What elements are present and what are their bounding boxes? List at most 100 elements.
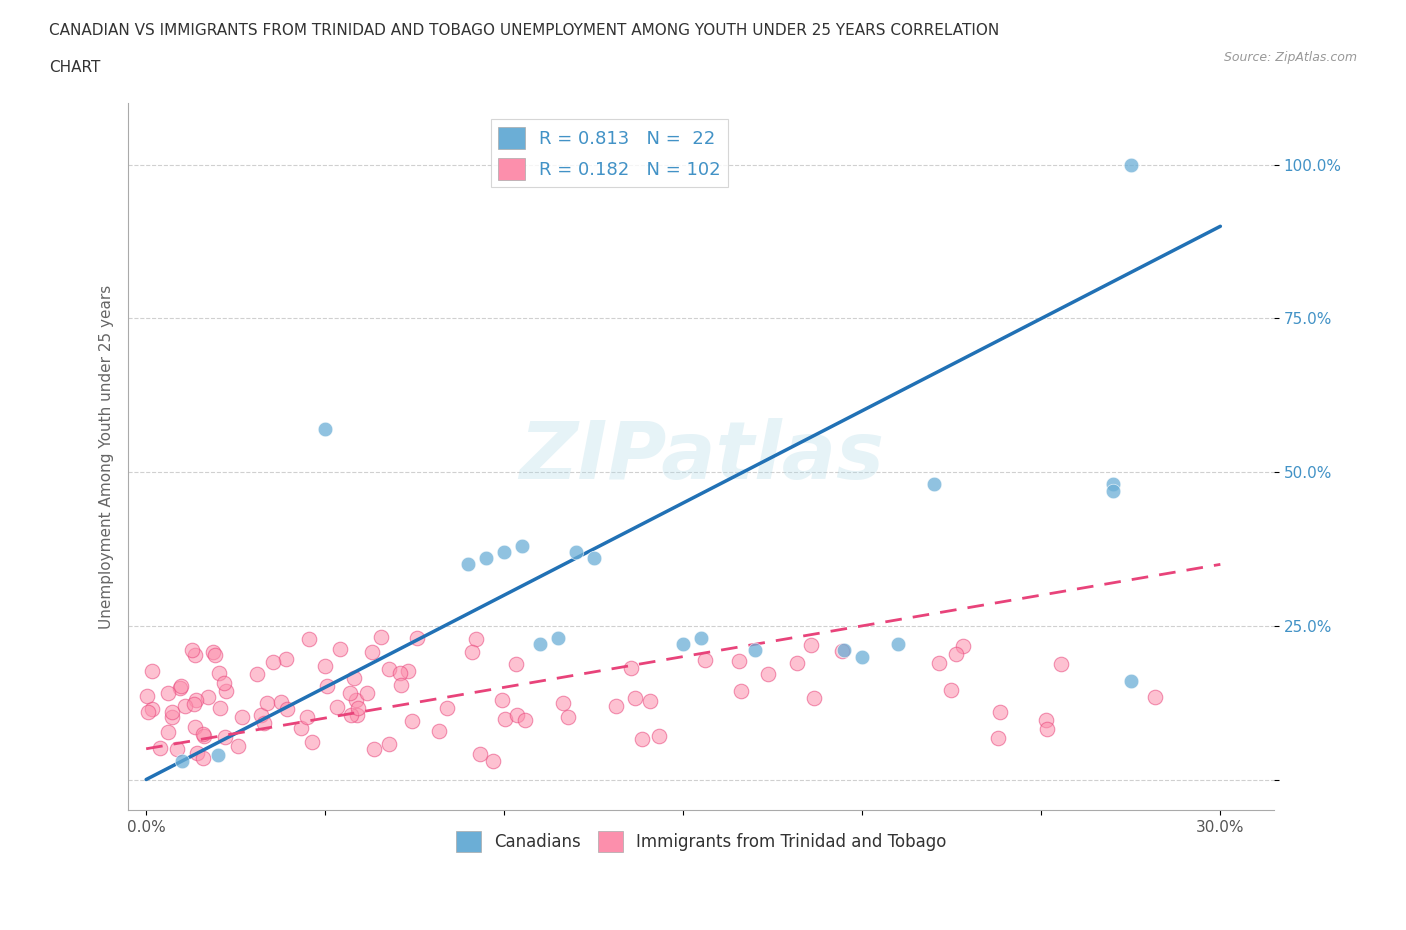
Point: [298, 631, 321, 646]
Point: [505, 657, 527, 671]
Point: [183, 697, 205, 711]
Point: [693, 653, 716, 668]
Point: [728, 653, 751, 668]
Point: [389, 677, 412, 692]
Point: [166, 741, 188, 756]
Text: CHART: CHART: [49, 60, 101, 75]
Point: [356, 686, 378, 701]
Point: [181, 643, 204, 658]
Point: [405, 631, 427, 645]
Point: [214, 730, 236, 745]
Point: [631, 732, 654, 747]
Text: ZIPatlas: ZIPatlas: [519, 418, 883, 496]
Point: [186, 693, 208, 708]
Point: [803, 690, 825, 705]
Point: [620, 661, 643, 676]
Point: [1144, 689, 1167, 704]
Point: [141, 663, 163, 678]
Point: [582, 551, 605, 565]
Point: [730, 684, 752, 698]
Point: [831, 644, 853, 658]
Point: [186, 746, 208, 761]
Text: CANADIAN VS IMMIGRANTS FROM TRINIDAD AND TOBAGO UNEMPLOYMENT AMONG YOUTH UNDER 2: CANADIAN VS IMMIGRANTS FROM TRINIDAD AND…: [49, 23, 1000, 38]
Point: [290, 721, 312, 736]
Point: [249, 707, 271, 722]
Point: [276, 651, 298, 666]
Point: [184, 720, 207, 735]
Point: [987, 731, 1010, 746]
Point: [457, 557, 479, 572]
Point: [756, 667, 779, 682]
Point: [301, 735, 323, 750]
Y-axis label: Unemployment Among Youth under 25 years: Unemployment Among Youth under 25 years: [100, 285, 114, 629]
Point: [231, 710, 253, 724]
Point: [262, 655, 284, 670]
Point: [605, 699, 627, 714]
Point: [388, 666, 411, 681]
Point: [468, 747, 491, 762]
Point: [184, 647, 207, 662]
Point: [851, 649, 873, 664]
Point: [326, 699, 349, 714]
Point: [191, 726, 214, 741]
Point: [690, 631, 713, 645]
Point: [197, 689, 219, 704]
Point: [191, 751, 214, 765]
Point: [316, 679, 339, 694]
Point: [922, 477, 945, 492]
Point: [141, 701, 163, 716]
Point: [276, 701, 298, 716]
Point: [1119, 157, 1142, 172]
Text: Source: ZipAtlas.com: Source: ZipAtlas.com: [1223, 51, 1357, 64]
Point: [491, 693, 513, 708]
Point: [1036, 722, 1059, 737]
Point: [744, 643, 766, 658]
Point: [648, 728, 671, 743]
Point: [1049, 657, 1071, 671]
Point: [1102, 484, 1125, 498]
Point: [557, 710, 579, 724]
Legend: Canadians, Immigrants from Trinidad and Tobago: Canadians, Immigrants from Trinidad and …: [450, 825, 953, 858]
Point: [136, 704, 159, 719]
Point: [162, 710, 184, 724]
Point: [939, 683, 962, 698]
Point: [253, 715, 276, 730]
Point: [553, 695, 575, 710]
Point: [928, 656, 950, 671]
Point: [988, 705, 1011, 720]
Point: [363, 742, 385, 757]
Point: [156, 724, 179, 739]
Point: [529, 637, 551, 652]
Point: [314, 658, 336, 673]
Point: [156, 685, 179, 700]
Point: [344, 692, 367, 707]
Point: [1035, 712, 1057, 727]
Point: [360, 644, 382, 659]
Point: [370, 629, 392, 644]
Point: [1119, 673, 1142, 688]
Point: [270, 695, 292, 710]
Point: [193, 729, 215, 744]
Point: [547, 631, 569, 645]
Point: [952, 638, 974, 653]
Point: [378, 737, 401, 751]
Point: [565, 545, 588, 560]
Point: [513, 712, 536, 727]
Point: [226, 738, 249, 753]
Point: [436, 700, 458, 715]
Point: [208, 666, 231, 681]
Point: [256, 696, 278, 711]
Point: [475, 551, 498, 565]
Point: [343, 671, 366, 685]
Point: [207, 748, 229, 763]
Point: [246, 667, 269, 682]
Point: [427, 724, 450, 738]
Point: [346, 700, 368, 715]
Point: [170, 678, 193, 693]
Point: [295, 710, 318, 724]
Point: [1102, 477, 1125, 492]
Point: [339, 685, 361, 700]
Point: [786, 656, 808, 671]
Point: [346, 708, 368, 723]
Point: [945, 647, 967, 662]
